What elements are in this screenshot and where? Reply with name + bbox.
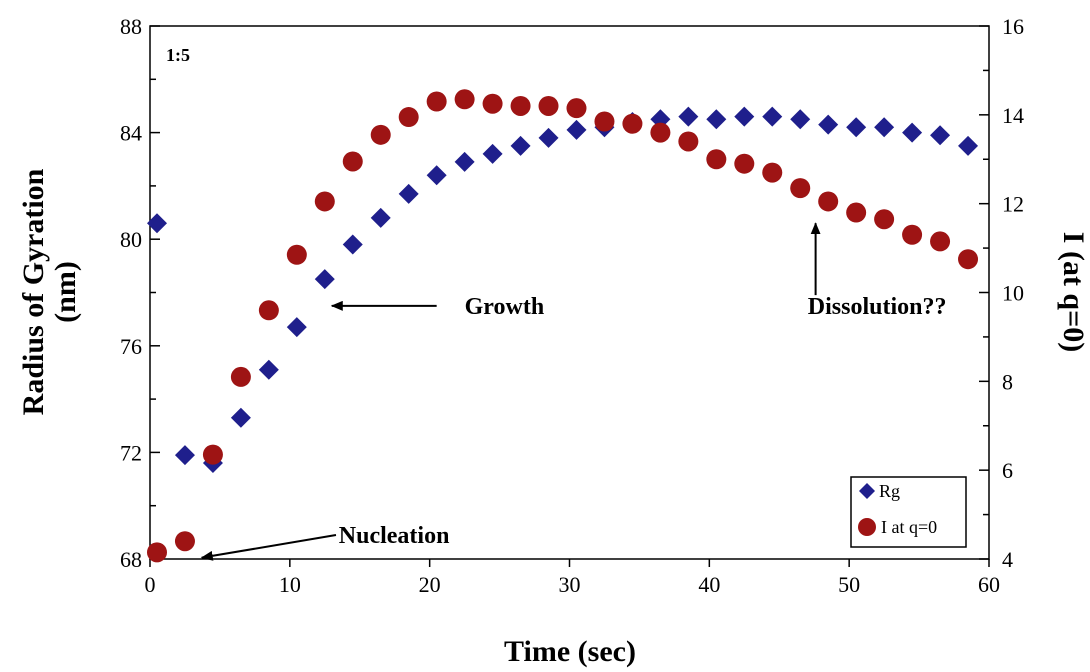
rg-point (314, 269, 335, 290)
rg-point (342, 234, 363, 255)
rg-point (230, 407, 251, 428)
rg-point (818, 114, 839, 135)
intensity-point (258, 300, 279, 321)
series-i-at-q0 (146, 89, 979, 563)
rg-point (678, 106, 699, 127)
y-axis-title: Radius of Gyration (nm) (17, 168, 82, 415)
y-axis-ticks: 68 72 76 80 84 88 (120, 14, 160, 572)
y-axis-title-line-1: Radius of Gyration (17, 168, 50, 415)
x-tick-label: 60 (978, 572, 1000, 597)
y-tick-label: 76 (120, 334, 142, 359)
intensity-point (538, 95, 559, 116)
intensity-point (510, 95, 531, 116)
intensity-point (342, 151, 363, 172)
intensity-point (734, 153, 755, 174)
intensity-point (314, 191, 335, 212)
intensity-point (286, 244, 307, 265)
rg-point (510, 135, 531, 156)
intensity-point (398, 107, 419, 128)
y2-tick-label: 14 (1002, 103, 1024, 128)
y2-tick-label: 16 (1002, 14, 1024, 39)
y2-axis-title: I (at q=0) (1057, 232, 1090, 352)
x-axis-title: Time (sec) (504, 635, 636, 668)
rg-point (146, 213, 167, 234)
intensity-point (482, 93, 503, 114)
nucleation-label: Nucleation (339, 523, 450, 549)
intensity-point (874, 209, 895, 230)
y-tick-label: 80 (120, 227, 142, 252)
legend-rg-label: Rg (879, 481, 900, 501)
rg-point (902, 122, 923, 143)
intensity-point (566, 98, 587, 119)
intensity-point (762, 162, 783, 183)
rg-point (790, 109, 811, 130)
dissolution-label: Dissolution?? (808, 294, 947, 320)
legend: Rg I at q=0 (850, 476, 967, 548)
intensity-point (958, 249, 979, 270)
x-axis-ticks: 0 10 20 30 40 50 60 (145, 559, 1000, 597)
intensity-point (846, 202, 867, 223)
intensity-point (454, 89, 475, 110)
x-tick-label: 30 (559, 572, 581, 597)
rg-point (874, 117, 895, 138)
x-tick-label: 20 (419, 572, 441, 597)
rg-point (566, 119, 587, 140)
y-tick-label: 84 (120, 121, 142, 146)
rg-point (482, 143, 503, 164)
intensity-point (790, 178, 811, 199)
intensity-point (818, 191, 839, 212)
rg-point (258, 359, 279, 380)
rg-point (426, 165, 447, 186)
y-tick-label: 68 (120, 547, 142, 572)
y-tick-label: 72 (120, 440, 142, 465)
intensity-point (902, 224, 923, 245)
rg-point (398, 183, 419, 204)
y2-tick-label: 8 (1002, 369, 1013, 394)
intensity-point (650, 122, 671, 143)
intensity-point (370, 124, 391, 145)
intensity-point (202, 444, 223, 465)
intensity-point (594, 111, 615, 132)
series-layer (146, 89, 979, 563)
rg-point (454, 151, 475, 172)
rg-point (958, 135, 979, 156)
intensity-point (230, 366, 251, 387)
legend-i-label: I at q=0 (881, 517, 937, 537)
y2-tick-label: 12 (1002, 192, 1024, 217)
intensity-point (426, 91, 447, 112)
rg-point (538, 127, 559, 148)
y-axis-title-line-2: (nm) (49, 261, 82, 323)
intensity-point (706, 149, 727, 170)
rg-point (762, 106, 783, 127)
legend-i-marker (858, 518, 876, 536)
x-tick-label: 0 (145, 572, 156, 597)
intensity-point (678, 131, 699, 152)
series-rg (146, 106, 979, 474)
panel-label: 1:5 (166, 45, 190, 65)
x-tick-label: 40 (698, 572, 720, 597)
rg-point (930, 125, 951, 146)
intensity-point (146, 542, 167, 563)
y2-tick-label: 10 (1002, 281, 1024, 306)
y-tick-label: 88 (120, 14, 142, 39)
x-tick-label: 10 (279, 572, 301, 597)
y2-tick-label: 6 (1002, 458, 1013, 483)
y2-axis-ticks: 4 6 8 10 12 14 16 (979, 14, 1024, 572)
rg-point (370, 207, 391, 228)
legend-rg-marker (859, 483, 875, 499)
rg-point (734, 106, 755, 127)
y2-tick-label: 4 (1002, 547, 1013, 572)
rg-point (846, 117, 867, 138)
annotations-layer: Growth Dissolution?? Nucleation (200, 222, 947, 561)
intensity-point (622, 113, 643, 134)
nucleation-arrow (200, 534, 337, 561)
intensity-point (174, 531, 195, 552)
rg-point (174, 445, 195, 466)
intensity-point (930, 231, 951, 252)
x-tick-label: 50 (838, 572, 860, 597)
rg-point (706, 109, 727, 130)
rg-point (286, 317, 307, 338)
growth-label: Growth (465, 294, 545, 320)
